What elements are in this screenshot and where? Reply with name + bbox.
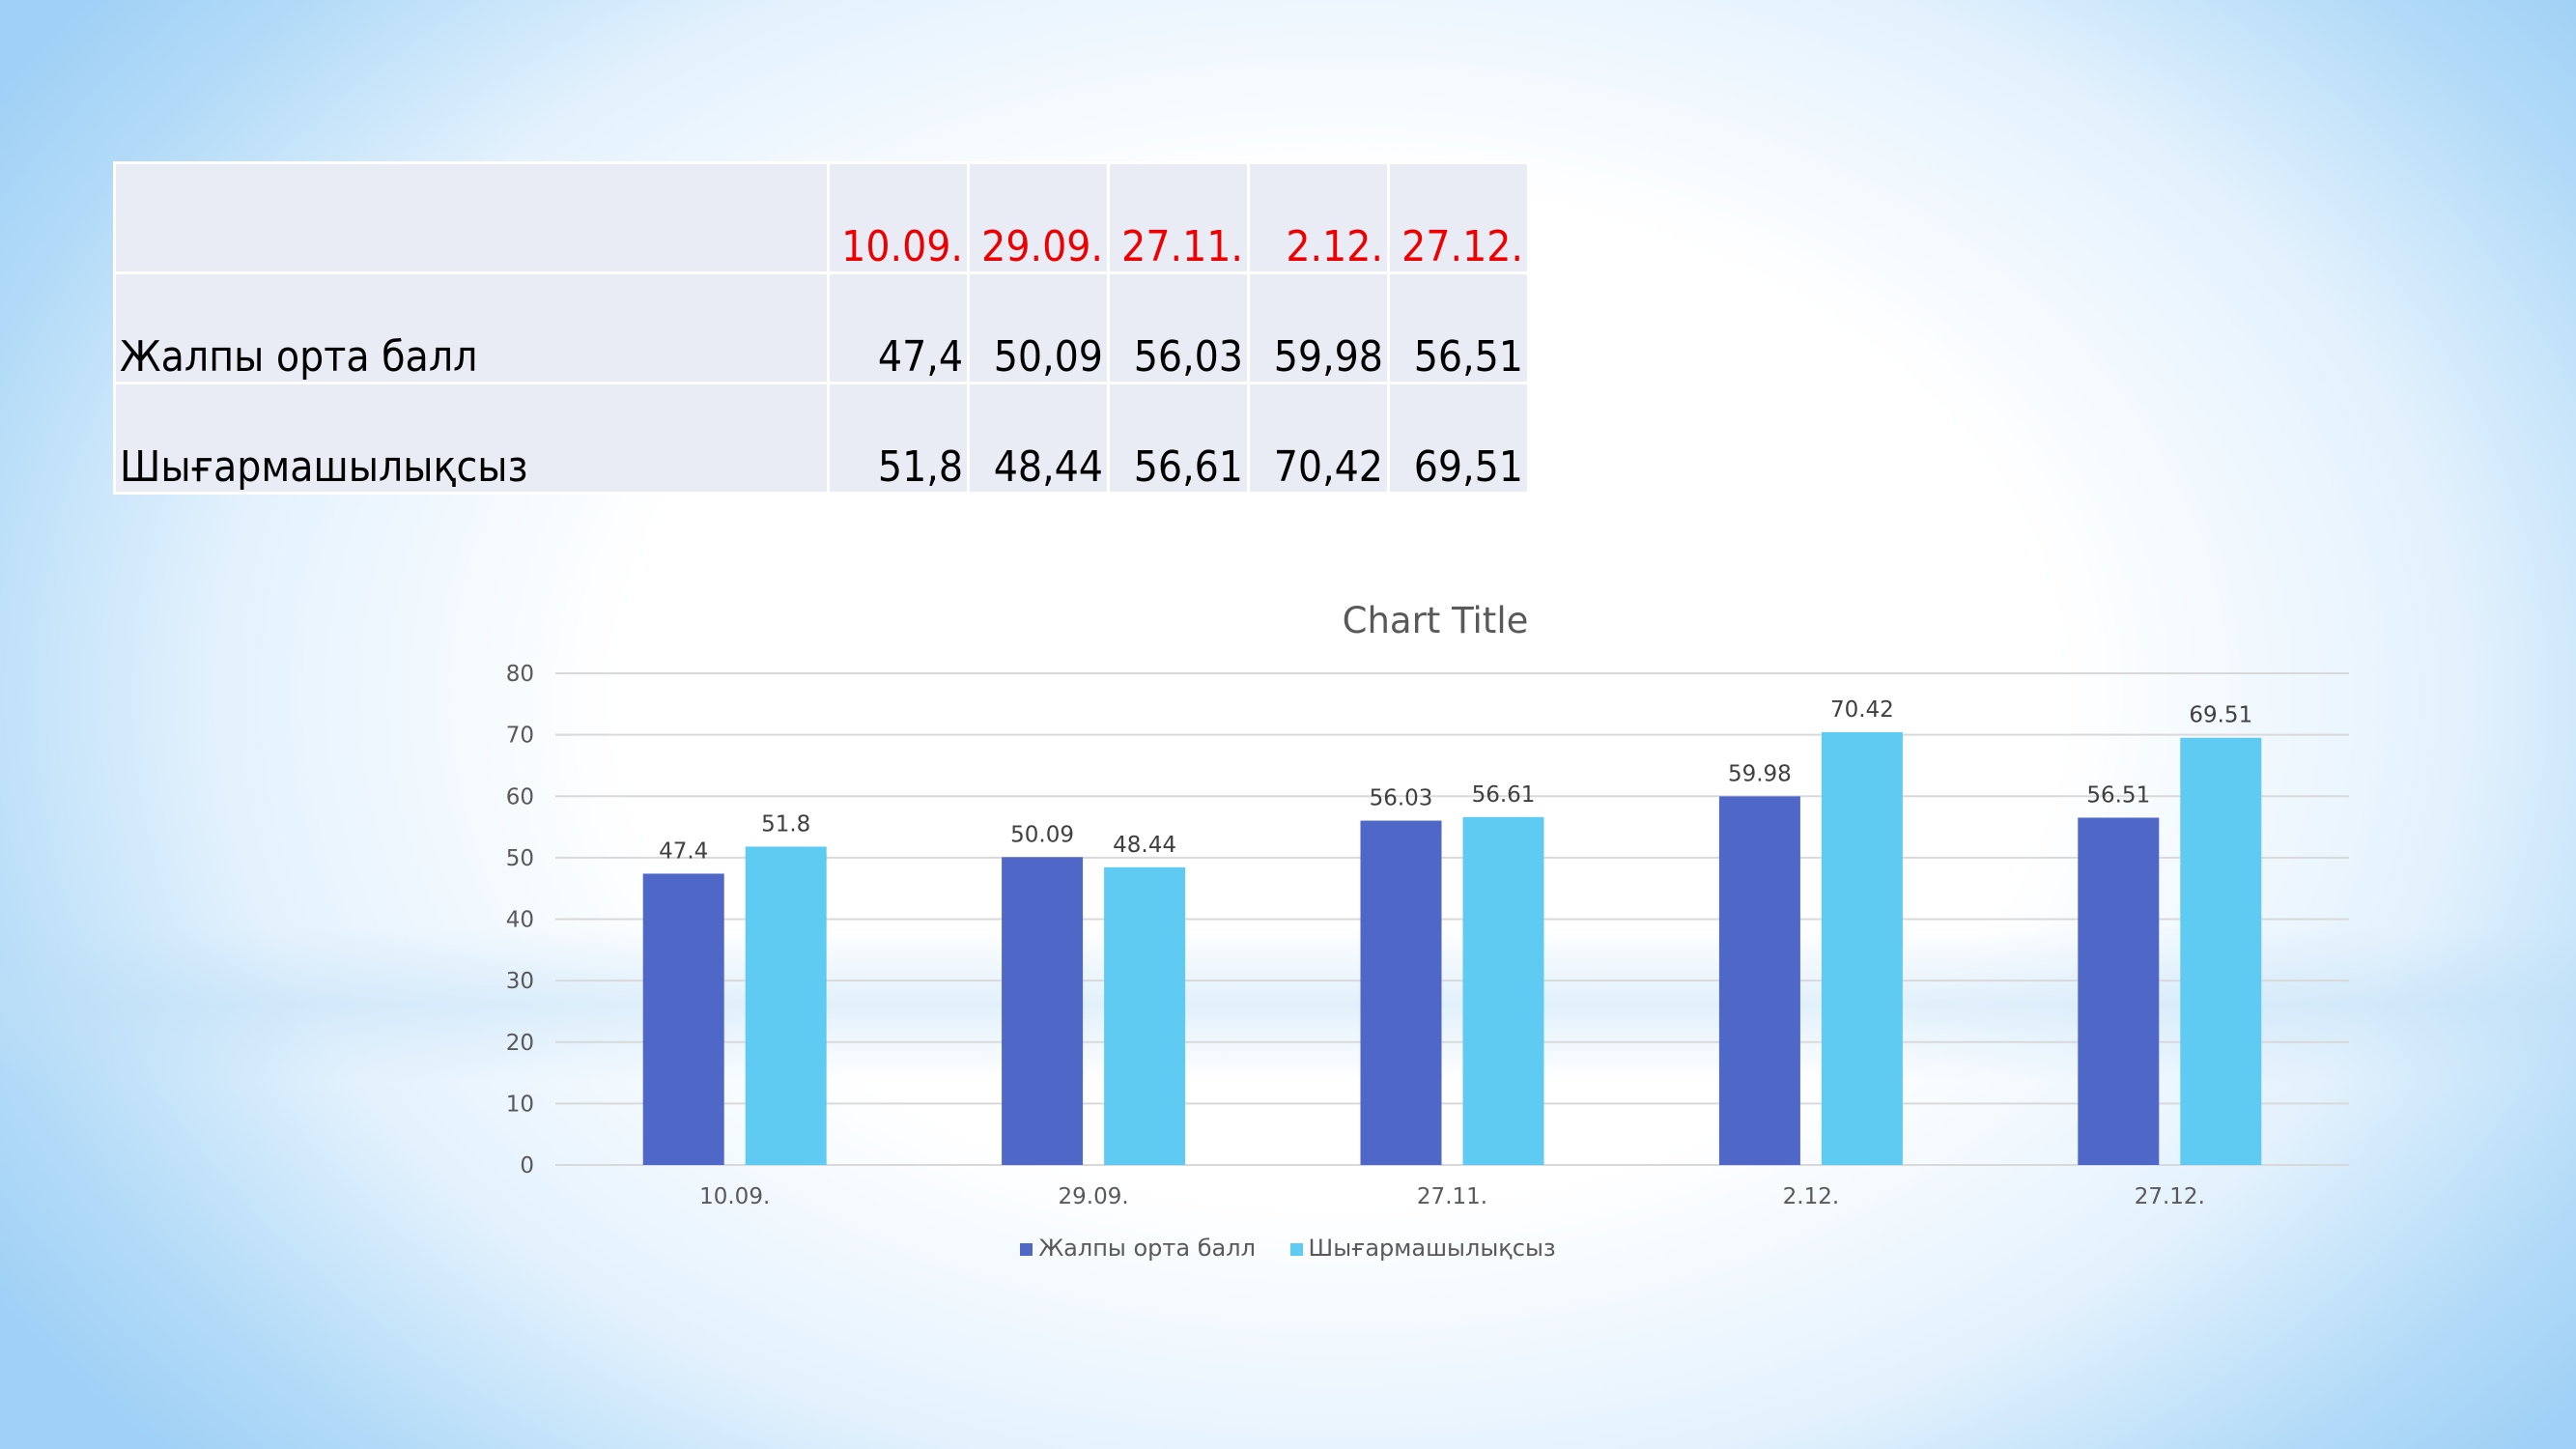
- bar: [642, 873, 724, 1165]
- table-header-cell: 10.09.: [827, 161, 970, 274]
- y-tick-label: 60: [506, 784, 534, 810]
- x-tick-label: 29.09.: [1059, 1184, 1129, 1209]
- x-tick-label: 10.09.: [699, 1184, 770, 1209]
- table-corner-cell: [113, 161, 830, 274]
- data-label: 70.42: [1830, 697, 1894, 723]
- table-cell: 48,44: [967, 382, 1110, 495]
- y-tick-label: 10: [506, 1092, 534, 1117]
- bar: [1360, 820, 1442, 1165]
- y-tick-label: 50: [506, 846, 534, 871]
- table-header-cell: 29.09.: [967, 161, 1110, 274]
- data-label: 59.98: [1728, 761, 1792, 786]
- legend-swatch: [1289, 1242, 1303, 1256]
- table-row: Шығармашылықсыз 51,8 48,44 56,61 70,42 6…: [113, 382, 1530, 495]
- chart-legend: Жалпы орта балл Шығармашылықсыз: [0, 1235, 2576, 1262]
- table-cell: 56,03: [1107, 271, 1250, 384]
- y-tick-label: 30: [506, 969, 534, 994]
- legend-item: Шығармашылықсыз: [1289, 1235, 1556, 1262]
- legend-label: Шығармашылықсыз: [1308, 1235, 1556, 1262]
- table-header-cell: 27.12.: [1387, 161, 1530, 274]
- table-cell: 70,42: [1247, 382, 1390, 495]
- data-label: 56.51: [2086, 782, 2150, 808]
- x-tick-label: 2.12.: [1783, 1184, 1840, 1209]
- data-label: 50.09: [1010, 822, 1074, 847]
- legend-item: Жалпы орта балл: [1020, 1235, 1256, 1262]
- y-tick-label: 40: [506, 908, 534, 933]
- y-tick-label: 80: [506, 662, 534, 687]
- table-header-cell: 27.11.: [1107, 161, 1250, 274]
- bar: [1462, 816, 1544, 1165]
- table-cell: 56,61: [1107, 382, 1250, 495]
- bar: [1718, 796, 1800, 1165]
- data-label: 56.03: [1370, 786, 1433, 811]
- y-tick-label: 0: [520, 1153, 534, 1179]
- table-cell: 47,4: [827, 271, 970, 384]
- data-label: 56.61: [1472, 782, 1536, 808]
- x-tick-label: 27.12.: [2135, 1184, 2205, 1209]
- table-cell: 59,98: [1247, 271, 1390, 384]
- y-tick-label: 70: [506, 724, 534, 749]
- table-cell: 56,51: [1387, 271, 1530, 384]
- legend-label: Жалпы орта балл: [1038, 1235, 1256, 1262]
- table-cell: 50,09: [967, 271, 1110, 384]
- table-cell: 69,51: [1387, 382, 1530, 495]
- data-label: 48.44: [1113, 833, 1176, 858]
- chart-title: Chart Title: [1343, 600, 1529, 641]
- table-cell: 51,8: [827, 382, 970, 495]
- bar: [2180, 737, 2262, 1165]
- legend-swatch: [1020, 1242, 1033, 1256]
- bar: [2078, 817, 2160, 1165]
- x-tick-label: 27.11.: [1417, 1184, 1487, 1209]
- data-label: 47.4: [659, 838, 708, 864]
- row-label: Шығармашылықсыз: [113, 382, 830, 495]
- data-label: 51.8: [761, 811, 810, 837]
- bar: [1104, 867, 1186, 1165]
- bar: [1002, 857, 1084, 1165]
- row-label: Жалпы орта балл: [113, 271, 830, 384]
- bar: [745, 846, 827, 1165]
- table-row: Жалпы орта балл 47,4 50,09 56,03 59,98 5…: [113, 271, 1530, 384]
- data-table: 10.09. 29.09. 27.11. 2.12. 27.12. Жалпы …: [113, 161, 1530, 495]
- data-label: 69.51: [2189, 703, 2252, 728]
- y-tick-label: 20: [506, 1031, 534, 1056]
- table-header-cell: 2.12.: [1247, 161, 1390, 274]
- table-header-row: 10.09. 29.09. 27.11. 2.12. 27.12.: [113, 161, 1530, 274]
- bar: [1821, 731, 1903, 1165]
